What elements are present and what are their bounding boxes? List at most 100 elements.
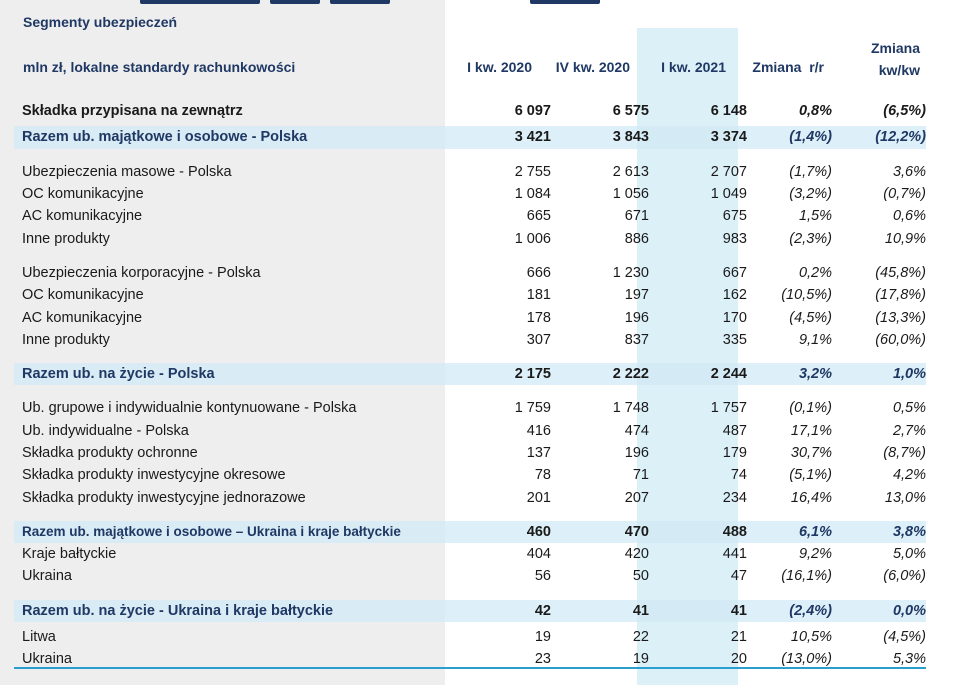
table-row: Ubezpieczenia korporacyjne - Polska 666 1 … xyxy=(14,262,926,284)
table-row: Inne produkty 307 837 335 9,1% (60,0%) xyxy=(14,329,926,351)
row-label: Razem ub. na życie - Polska xyxy=(22,366,215,383)
value-q4-2020: 22 xyxy=(632,629,649,646)
table-row: Składka produkty inwestycyjne jednorazow… xyxy=(14,486,926,508)
value-q1-2020: 1 084 xyxy=(514,186,551,203)
value-change-qoq: (4,5%) xyxy=(883,629,926,646)
row-label: Składka produkty inwestycyjne jednorazow… xyxy=(22,489,306,506)
table-row: Ukraina 23 19 20 (13,0%) 5,3% xyxy=(14,648,926,670)
value-q1-2021: 1 049 xyxy=(710,186,747,203)
row-label: Składka produkty ochronne xyxy=(22,445,198,461)
value-change-yoy: (10,5%) xyxy=(781,287,832,304)
value-change-yoy: (1,7%) xyxy=(789,163,832,180)
value-q4-2020: 41 xyxy=(632,602,649,619)
value-change-yoy: (2,3%) xyxy=(789,230,832,247)
value-q1-2020: 404 xyxy=(526,546,551,563)
value-q1-2021: 487 xyxy=(722,422,747,439)
value-q1-2021: 21 xyxy=(730,629,747,646)
table-row: Składka produkty inwestycyjne okresowe 78… xyxy=(14,464,926,486)
value-q1-2021: 41 xyxy=(730,602,747,619)
value-q1-2021: 170 xyxy=(722,309,747,326)
value-change-yoy: (0,1%) xyxy=(789,400,832,417)
value-q1-2021: 179 xyxy=(722,445,747,461)
table-row: Kraje bałtyckie 404 420 441 9,2% 5,0% xyxy=(14,543,926,565)
value-change-qoq: (6,5%) xyxy=(883,103,926,120)
row-label: Inne produkty xyxy=(22,230,110,247)
value-q4-2020: 71 xyxy=(632,467,649,484)
column-header-change-qoq: Zmiana kw/kw xyxy=(840,37,920,81)
row-label: AC komunikacyjne xyxy=(22,309,143,326)
value-change-yoy: (3,2%) xyxy=(789,186,832,203)
table-row: Składka produkty ochronne 137 196 179 30,7% (… xyxy=(14,442,926,464)
value-change-qoq: 3,8% xyxy=(892,523,926,540)
value-change-qoq: (60,0%) xyxy=(875,331,926,348)
table-row: Ukraina 56 50 47 (16,1%) (6,0%) xyxy=(14,565,926,587)
value-q1-2020: 1 006 xyxy=(514,230,551,247)
insurance-segments-table: Składka przypisana na zewnątrz 6 097 6 575… xyxy=(14,100,926,671)
value-change-qoq: (13,3%) xyxy=(875,309,926,326)
value-q1-2020: 460 xyxy=(526,523,551,540)
value-q1-2020: 178 xyxy=(526,309,551,326)
value-change-yoy: (16,1%) xyxy=(781,568,832,585)
value-change-yoy: 0,2% xyxy=(798,264,832,281)
value-q1-2021: 488 xyxy=(722,523,747,540)
value-q1-2020: 78 xyxy=(534,467,551,484)
value-change-qoq: 13,0% xyxy=(884,489,926,506)
row-label: Ukraina xyxy=(22,568,72,585)
value-q1-2021: 20 xyxy=(730,651,747,668)
table-section-row: Razem ub. majątkowe i osobowe - Polska 3 … xyxy=(14,126,926,149)
value-q4-2020: 6 575 xyxy=(612,103,649,120)
table-section-row: Razem ub. na życie - Ukraina i kraje bał… xyxy=(14,599,926,622)
table-title: Segmenty ubezpieczeń xyxy=(23,14,178,30)
value-q1-2020: 307 xyxy=(526,331,551,348)
value-q4-2020: 197 xyxy=(624,287,649,304)
value-q1-2020: 42 xyxy=(534,602,551,619)
value-change-yoy: (4,5%) xyxy=(789,309,832,326)
value-change-yoy: 1,5% xyxy=(798,208,832,225)
column-header-q4-2020: IV kw. 2020 xyxy=(555,59,630,75)
value-q4-2020: 196 xyxy=(624,445,649,461)
value-change-qoq: 5,0% xyxy=(892,546,926,563)
row-label: Litwa xyxy=(22,629,56,646)
value-q4-2020: 1 748 xyxy=(612,400,649,417)
value-change-yoy: 0,8% xyxy=(798,103,832,120)
table-row: Składka przypisana na zewnątrz 6 097 6 575… xyxy=(14,100,926,122)
column-header-change-qoq-line1: Zmiana xyxy=(870,40,920,56)
table-row: OC komunikacyjne 1 084 1 056 1 049 (3,2%) (0,… xyxy=(14,183,926,205)
table-row: AC komunikacyjne 665 671 675 1,5% 0,6% xyxy=(14,205,926,227)
row-label: Ubezpieczenia korporacyjne - Polska xyxy=(22,264,261,281)
row-label: Kraje bałtyckie xyxy=(22,546,117,563)
value-q1-2020: 416 xyxy=(526,422,551,439)
row-label: OC komunikacyjne xyxy=(22,186,144,203)
row-label: Ubezpieczenia masowe - Polska xyxy=(22,163,232,180)
row-label: OC komunikacyjne xyxy=(22,287,144,304)
row-label: Razem ub. majątkowe i osobowe - Polska xyxy=(22,129,308,146)
table-row: Ub. indywidualne - Polska 416 474 487 17,1% 2… xyxy=(14,420,926,442)
value-q1-2020: 56 xyxy=(534,568,551,585)
value-q1-2020: 2 755 xyxy=(514,163,551,180)
table-row: OC komunikacyjne 181 197 162 (10,5%) (17,8%) xyxy=(14,284,926,306)
value-q1-2020: 23 xyxy=(534,651,551,668)
value-q1-2020: 19 xyxy=(534,629,551,646)
value-change-qoq: 5,3% xyxy=(892,651,926,668)
value-q1-2021: 667 xyxy=(722,264,747,281)
value-q4-2020: 50 xyxy=(632,568,649,585)
column-header-q1-2020: I kw. 2020 xyxy=(467,59,532,75)
value-q4-2020: 207 xyxy=(624,489,649,506)
row-label: Razem ub. na życie - Ukraina i kraje bał… xyxy=(22,602,334,619)
row-label: Składka przypisana na zewnątrz xyxy=(22,103,243,120)
column-header-change-qoq-line2: kw/kw xyxy=(878,62,920,78)
value-q4-2020: 837 xyxy=(624,331,649,348)
value-q1-2021: 1 757 xyxy=(710,400,747,417)
table-units: mln zł, lokalne standardy rachunkowości xyxy=(23,59,296,75)
value-q1-2021: 74 xyxy=(730,467,747,484)
value-q1-2020: 665 xyxy=(526,208,551,225)
table-row: AC komunikacyjne 178 196 170 (4,5%) (13,3%) xyxy=(14,306,926,328)
value-q1-2020: 201 xyxy=(526,489,551,506)
value-q1-2020: 2 175 xyxy=(514,366,551,383)
value-q1-2021: 6 148 xyxy=(710,103,747,120)
value-q4-2020: 2 222 xyxy=(612,366,649,383)
cut-off-heading xyxy=(0,0,970,8)
value-q1-2021: 3 374 xyxy=(710,129,747,146)
value-change-qoq: (17,8%) xyxy=(875,287,926,304)
row-label: Ub. grupowe i indywidualnie kontynuowane… xyxy=(22,400,357,417)
